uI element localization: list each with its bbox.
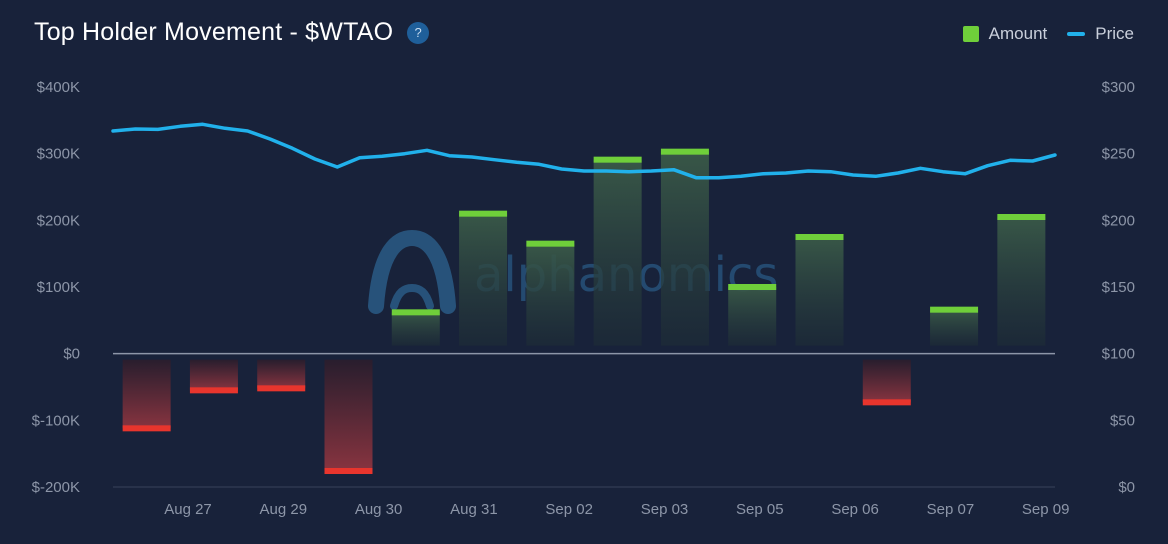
right-tick-label: $0 [1118, 479, 1135, 496]
right-tick-label: $200 [1102, 212, 1135, 229]
amount-bar-cap [862, 399, 911, 406]
right-axis: $300 $250 $200 $150 $100 $50 $0 [1102, 79, 1135, 496]
chart-title-text: Top Holder Movement - $WTAO [34, 18, 394, 46]
x-tick-label: Aug 27 [164, 501, 212, 518]
amount-bar-cap [728, 284, 777, 290]
amount-bar-cap [997, 214, 1046, 220]
right-tick-label: $250 [1102, 146, 1135, 163]
amount-bar-cap [324, 468, 373, 474]
amount-bar-cap [459, 210, 508, 217]
left-tick-label: $200K [37, 212, 80, 229]
amount-bar-cap [660, 148, 709, 155]
amount-bars [122, 148, 1046, 474]
legend: Amount Price [962, 24, 1134, 44]
amount-bar[interactable] [189, 359, 238, 391]
right-tick-label: $150 [1102, 279, 1135, 296]
chart-title: Top Holder Movement - $WTAO ? [34, 18, 430, 47]
amount-bar-cap [122, 425, 171, 432]
amount-bar[interactable] [459, 213, 508, 346]
price-line [111, 122, 1057, 180]
amount-bar-cap [593, 156, 642, 163]
amount-bar-cap [189, 387, 238, 394]
watermark-arch-icon [368, 229, 456, 314]
legend-item-amount[interactable]: Amount [962, 24, 1048, 44]
amount-bar-cap [795, 234, 844, 240]
watermark-arch-inner-icon [390, 283, 434, 310]
amount-bar[interactable] [257, 359, 306, 389]
left-tick-label: $400K [37, 79, 80, 96]
x-axis: Aug 27 Aug 29 Aug 30 Aug 31 Sep 02 Sep 03 Sep … [164, 501, 1069, 518]
x-tick-label: Sep 06 [831, 501, 879, 518]
left-tick-label: $300K [37, 146, 80, 163]
x-tick-label: Aug 31 [450, 501, 498, 518]
amount-swatch-icon [962, 26, 979, 42]
x-tick-label: Aug 29 [260, 501, 308, 518]
legend-label-amount: Amount [988, 24, 1048, 43]
amount-bar-cap [391, 309, 440, 316]
x-tick-label: Sep 05 [736, 501, 784, 518]
x-tick-label: Aug 30 [355, 501, 403, 518]
amount-bar[interactable] [862, 359, 911, 403]
legend-label-price: Price [1095, 24, 1134, 43]
amount-bar[interactable] [122, 359, 171, 429]
left-tick-label: $-200K [32, 479, 80, 496]
amount-bar-cap [930, 306, 979, 313]
left-axis: $400K $300K $200K $100K $0 $-100K $-200K [32, 79, 80, 496]
amount-bar-cap [526, 240, 575, 247]
x-tick-label: Sep 09 [1022, 501, 1070, 518]
amount-bar[interactable] [795, 237, 844, 346]
x-tick-label: Sep 03 [641, 501, 689, 518]
amount-bar[interactable] [660, 151, 709, 346]
amount-bar[interactable] [526, 243, 575, 346]
help-icon[interactable]: ? [407, 21, 430, 44]
amount-bar[interactable] [324, 359, 373, 471]
amount-bar[interactable] [930, 309, 979, 346]
left-tick-label: $100K [37, 279, 80, 296]
amount-bar-cap [257, 385, 306, 392]
right-tick-label: $300 [1102, 79, 1135, 96]
amount-bar[interactable] [391, 312, 440, 346]
amount-bar[interactable] [728, 287, 777, 346]
amount-bar[interactable] [997, 217, 1046, 346]
x-tick-label: Sep 02 [545, 501, 593, 518]
price-swatch-icon [1067, 32, 1086, 36]
amount-bar[interactable] [593, 159, 642, 346]
right-tick-label: $100 [1102, 346, 1135, 363]
left-tick-label: $-100K [32, 412, 80, 429]
x-tick-label: Sep 07 [927, 501, 975, 518]
right-tick-label: $50 [1110, 412, 1135, 429]
left-tick-label: $0 [63, 346, 80, 363]
legend-item-price[interactable]: Price [1067, 24, 1134, 44]
watermark-logo: alphanomics [368, 229, 778, 314]
